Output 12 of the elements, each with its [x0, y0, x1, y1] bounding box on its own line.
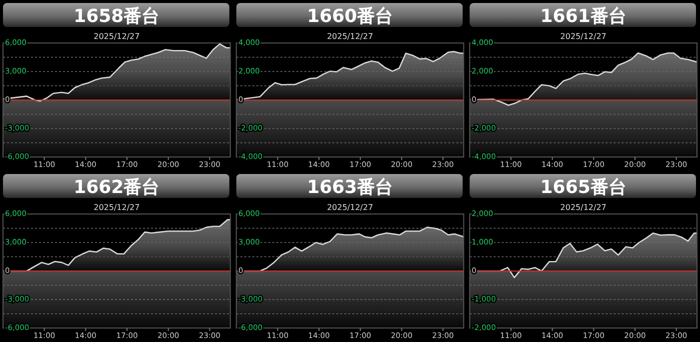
chart-title: 1658番台 — [74, 6, 160, 27]
chart-subtitle: 2025/12/27 — [560, 32, 606, 41]
chart-subtitle: 2025/12/27 — [94, 203, 140, 212]
chart-subtitle: 2025/12/27 — [560, 203, 606, 212]
chart-title: 1663番台 — [306, 177, 394, 198]
chart-subtitle: 2025/12/27 — [326, 32, 374, 41]
chart-title: 1661番台 — [540, 6, 626, 27]
chart-title: 1660番台 — [306, 6, 394, 27]
chart-subtitle: 2025/12/27 — [326, 203, 374, 212]
chart-title: 1662番台 — [74, 177, 160, 198]
chart-subtitle: 2025/12/27 — [94, 32, 140, 41]
chart-title: 1665番台 — [540, 177, 626, 198]
